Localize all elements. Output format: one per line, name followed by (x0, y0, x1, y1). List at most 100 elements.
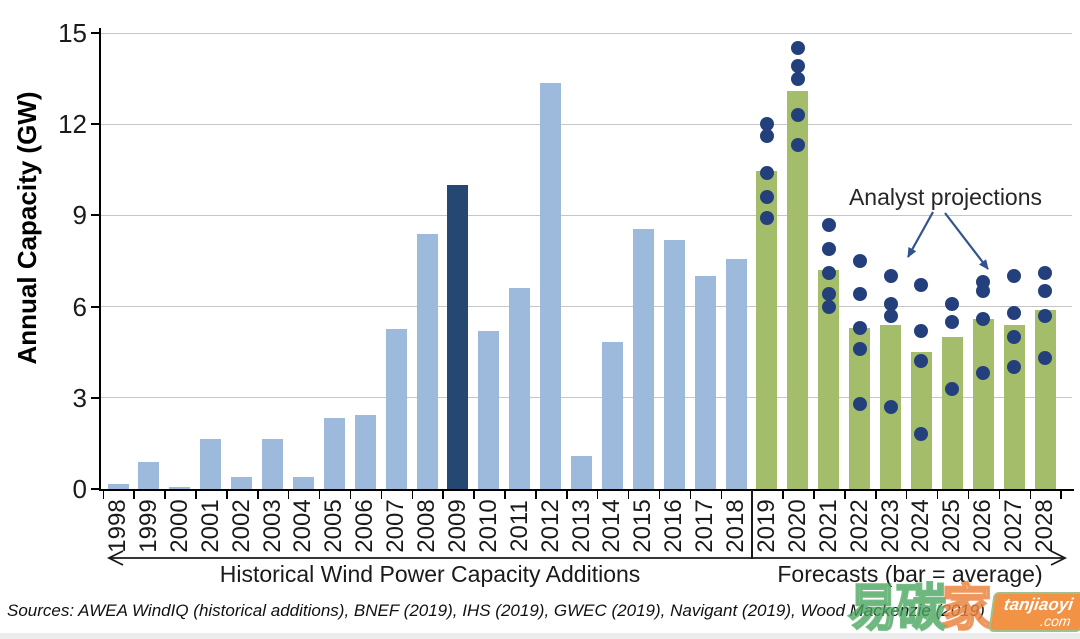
bar-2020 (787, 90, 809, 489)
bar-2000 (169, 486, 191, 489)
projection-dot-2023 (883, 269, 898, 284)
bar-2028 (1034, 309, 1056, 489)
projection-dot-2026 (976, 284, 991, 299)
projection-dot-2023 (883, 399, 898, 414)
projection-dot-2023 (883, 308, 898, 323)
projection-dot-2022 (852, 254, 867, 268)
y-tick-label-0: 0 (72, 474, 87, 504)
y-tick-label-15: 15 (58, 18, 87, 48)
bar-2019 (756, 171, 778, 489)
gridline-15 (101, 32, 1072, 34)
projection-dot-2028 (1038, 266, 1052, 281)
y-tickmark-3 (91, 396, 101, 399)
x-tickmark (102, 491, 105, 499)
watermark-char-jia: 家 (941, 580, 993, 636)
bar-2027 (1003, 324, 1025, 489)
x-tickmark (658, 491, 661, 499)
x-tickmark (473, 491, 475, 499)
bar-2003 (262, 438, 283, 489)
x-tickmark (689, 491, 692, 499)
watermark-brand-box: tanjiaoyi .com (988, 592, 1080, 632)
x-tickmark (720, 491, 723, 499)
y-tick-label-6: 6 (72, 291, 87, 322)
bar-2008 (416, 233, 438, 489)
projection-dot-2025 (945, 314, 960, 329)
projection-dot-2021 (821, 287, 836, 302)
projection-dot-2019 (759, 165, 774, 180)
bar-2006 (354, 414, 376, 489)
projection-dot-2027 (1007, 269, 1022, 284)
bar-2021 (818, 270, 840, 489)
projection-dot-2019 (759, 190, 774, 205)
x-tickmark (596, 491, 599, 499)
projection-dot-2020 (790, 41, 805, 56)
watermark-brand: tanjiaoyi (1002, 595, 1075, 614)
projection-dot-2020 (790, 59, 805, 74)
y-axis-line (99, 28, 101, 489)
y-tick-label-9: 9 (72, 200, 87, 231)
bar-2005 (323, 417, 345, 489)
x-tickmark (1029, 491, 1032, 499)
projection-dot-2022 (852, 342, 867, 357)
x-tickmark (905, 491, 908, 499)
x-tickmark (318, 491, 321, 499)
bar-1999 (138, 461, 160, 489)
projection-dot-2028 (1038, 351, 1052, 366)
gridline-3 (101, 397, 1072, 399)
bar-2013 (571, 455, 592, 489)
x-tickmark (380, 491, 383, 499)
bar-2011 (509, 288, 531, 489)
x-tickmark (257, 491, 259, 499)
x-tickmark (998, 491, 1001, 499)
watermark-char-tan: 碳 (895, 580, 947, 636)
bar-2018 (725, 259, 747, 489)
x-tickmark (442, 491, 444, 499)
projection-dot-2027 (1007, 330, 1022, 344)
projection-dot-2028 (1038, 284, 1052, 299)
watermark-brand-suffix: .com (1039, 613, 1072, 629)
bar-2025 (941, 337, 963, 489)
y-tickmark-12 (91, 123, 101, 126)
projection-dot-2020 (790, 138, 805, 153)
bar-2017 (694, 276, 716, 489)
x-tickmark (195, 491, 197, 499)
projection-dot-2022 (852, 287, 867, 302)
projection-dot-2022 (852, 396, 867, 411)
bar-2009 (447, 185, 469, 489)
source-citation: Sources: AWEA WindIQ (historical additio… (7, 601, 985, 620)
projection-dot-2020 (790, 108, 805, 123)
y-tickmark-15 (91, 32, 101, 34)
watermark-char-yi: 易 (847, 580, 899, 636)
projection-dot-2025 (945, 381, 960, 396)
historical-group-label: Historical Wind Power Capacity Additions (219, 561, 641, 587)
projection-dot-2024 (914, 354, 929, 369)
projection-dot-2021 (821, 266, 836, 281)
x-tickmark (967, 491, 970, 499)
x-tickmark (411, 491, 414, 499)
bar-2014 (601, 341, 623, 489)
projection-dot-2022 (852, 320, 867, 335)
projection-dot-2026 (976, 311, 991, 326)
bar-2024 (910, 352, 932, 489)
annotation-arrows-icon (907, 211, 989, 270)
projection-dot-2023 (883, 296, 898, 311)
bar-2010 (478, 330, 500, 489)
bar-2002 (231, 476, 253, 489)
projection-dot-2026 (976, 366, 991, 381)
projection-dot-2020 (790, 71, 805, 86)
y-tick-label-12: 12 (58, 109, 87, 140)
x-tickmark (936, 491, 939, 499)
projection-dot-2024 (914, 323, 929, 338)
x-tickmark (566, 491, 568, 499)
projection-dot-2021 (821, 217, 836, 232)
gridline-12 (101, 123, 1072, 125)
x-axis-line (99, 489, 1074, 491)
bar-2001 (200, 438, 222, 489)
x-axis-range-arrow-icon (106, 550, 1068, 566)
bar-2015 (632, 229, 654, 489)
x-tickmark (1060, 491, 1062, 499)
projection-dot-2024 (914, 278, 929, 293)
y-tickmark-6 (91, 305, 101, 308)
